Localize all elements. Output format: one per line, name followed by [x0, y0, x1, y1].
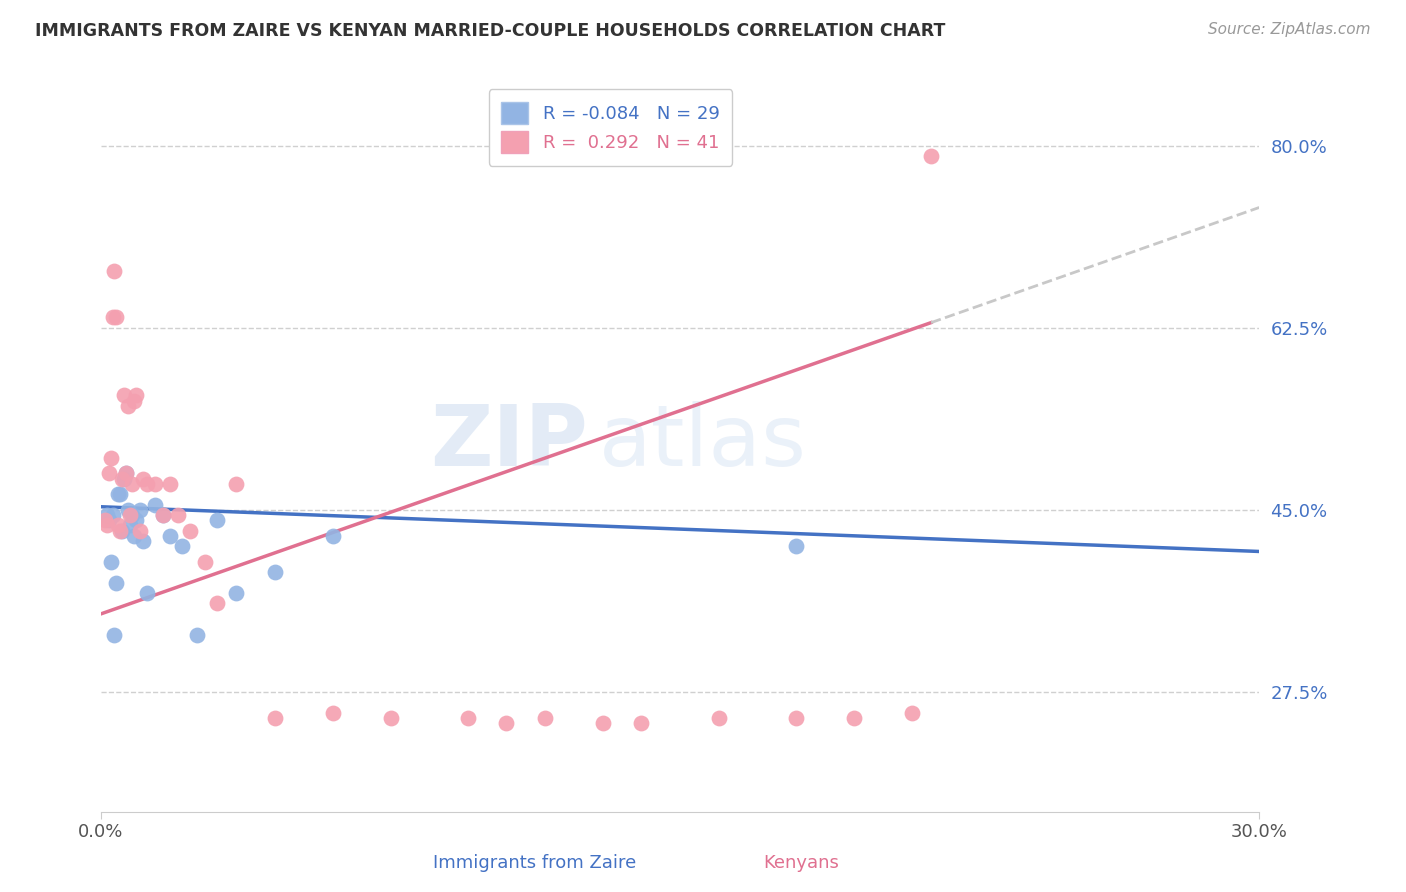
Point [152, 508, 174, 522]
Point [105, 310, 128, 325]
Point [111, 472, 134, 486]
Text: Immigrants from Zaire: Immigrants from Zaire [433, 855, 636, 872]
Point [94, 513, 117, 527]
Point [785, 711, 807, 725]
Point [97, 513, 120, 527]
Point [263, 566, 285, 580]
Text: ZIP: ZIP [430, 401, 588, 483]
Point [534, 711, 557, 725]
Point [115, 467, 138, 481]
Point [97, 467, 120, 481]
Point [136, 476, 159, 491]
Point [225, 586, 247, 600]
Text: IMMIGRANTS FROM ZAIRE VS KENYAN MARRIED-COUPLE HOUSEHOLDS CORRELATION CHART: IMMIGRANTS FROM ZAIRE VS KENYAN MARRIED-… [35, 22, 945, 40]
Point [103, 628, 125, 642]
Point [263, 711, 285, 725]
Point [707, 711, 730, 725]
Point [194, 555, 217, 569]
Point [205, 597, 228, 611]
Point [380, 711, 402, 725]
Point [128, 524, 150, 538]
Point [118, 518, 141, 533]
Text: Kenyans: Kenyans [763, 855, 839, 872]
Point [920, 149, 942, 163]
Point [107, 518, 129, 533]
Point [900, 706, 922, 720]
Point [100, 450, 122, 465]
Text: Source: ZipAtlas.com: Source: ZipAtlas.com [1208, 22, 1371, 37]
Point [495, 716, 517, 731]
Point [186, 628, 208, 642]
Point [110, 487, 132, 501]
Point [100, 555, 122, 569]
Text: atlas: atlas [599, 401, 807, 483]
Point [205, 513, 228, 527]
Point [152, 508, 174, 522]
Point [101, 310, 124, 325]
Point [132, 534, 155, 549]
Point [322, 529, 344, 543]
Point [115, 467, 138, 481]
Point [457, 711, 479, 725]
Point [125, 388, 148, 402]
Point [842, 711, 865, 725]
Point [117, 399, 139, 413]
Point [112, 388, 135, 402]
Point [128, 503, 150, 517]
Point [112, 472, 135, 486]
Point [101, 508, 124, 522]
Point [111, 524, 134, 538]
Point [107, 487, 129, 501]
Point [630, 716, 652, 731]
Point [118, 508, 141, 522]
Point [122, 393, 145, 408]
Point [785, 539, 807, 553]
Point [159, 529, 181, 543]
Point [592, 716, 614, 731]
Point [117, 503, 139, 517]
Point [159, 476, 181, 491]
Point [96, 508, 118, 522]
Point [110, 524, 132, 538]
Point [143, 498, 166, 512]
Point [167, 508, 190, 522]
Point [105, 575, 128, 590]
Point [143, 476, 166, 491]
Point [132, 472, 155, 486]
Point [103, 263, 125, 277]
Point [322, 706, 344, 720]
Point [170, 539, 193, 553]
Point [96, 518, 118, 533]
Point [136, 586, 159, 600]
Point [122, 529, 145, 543]
Point [179, 524, 201, 538]
Point [121, 476, 143, 491]
Point [125, 513, 148, 527]
Point [225, 476, 247, 491]
Legend: R = -0.084   N = 29, R =  0.292   N = 41: R = -0.084 N = 29, R = 0.292 N = 41 [489, 89, 733, 166]
Point [121, 508, 143, 522]
